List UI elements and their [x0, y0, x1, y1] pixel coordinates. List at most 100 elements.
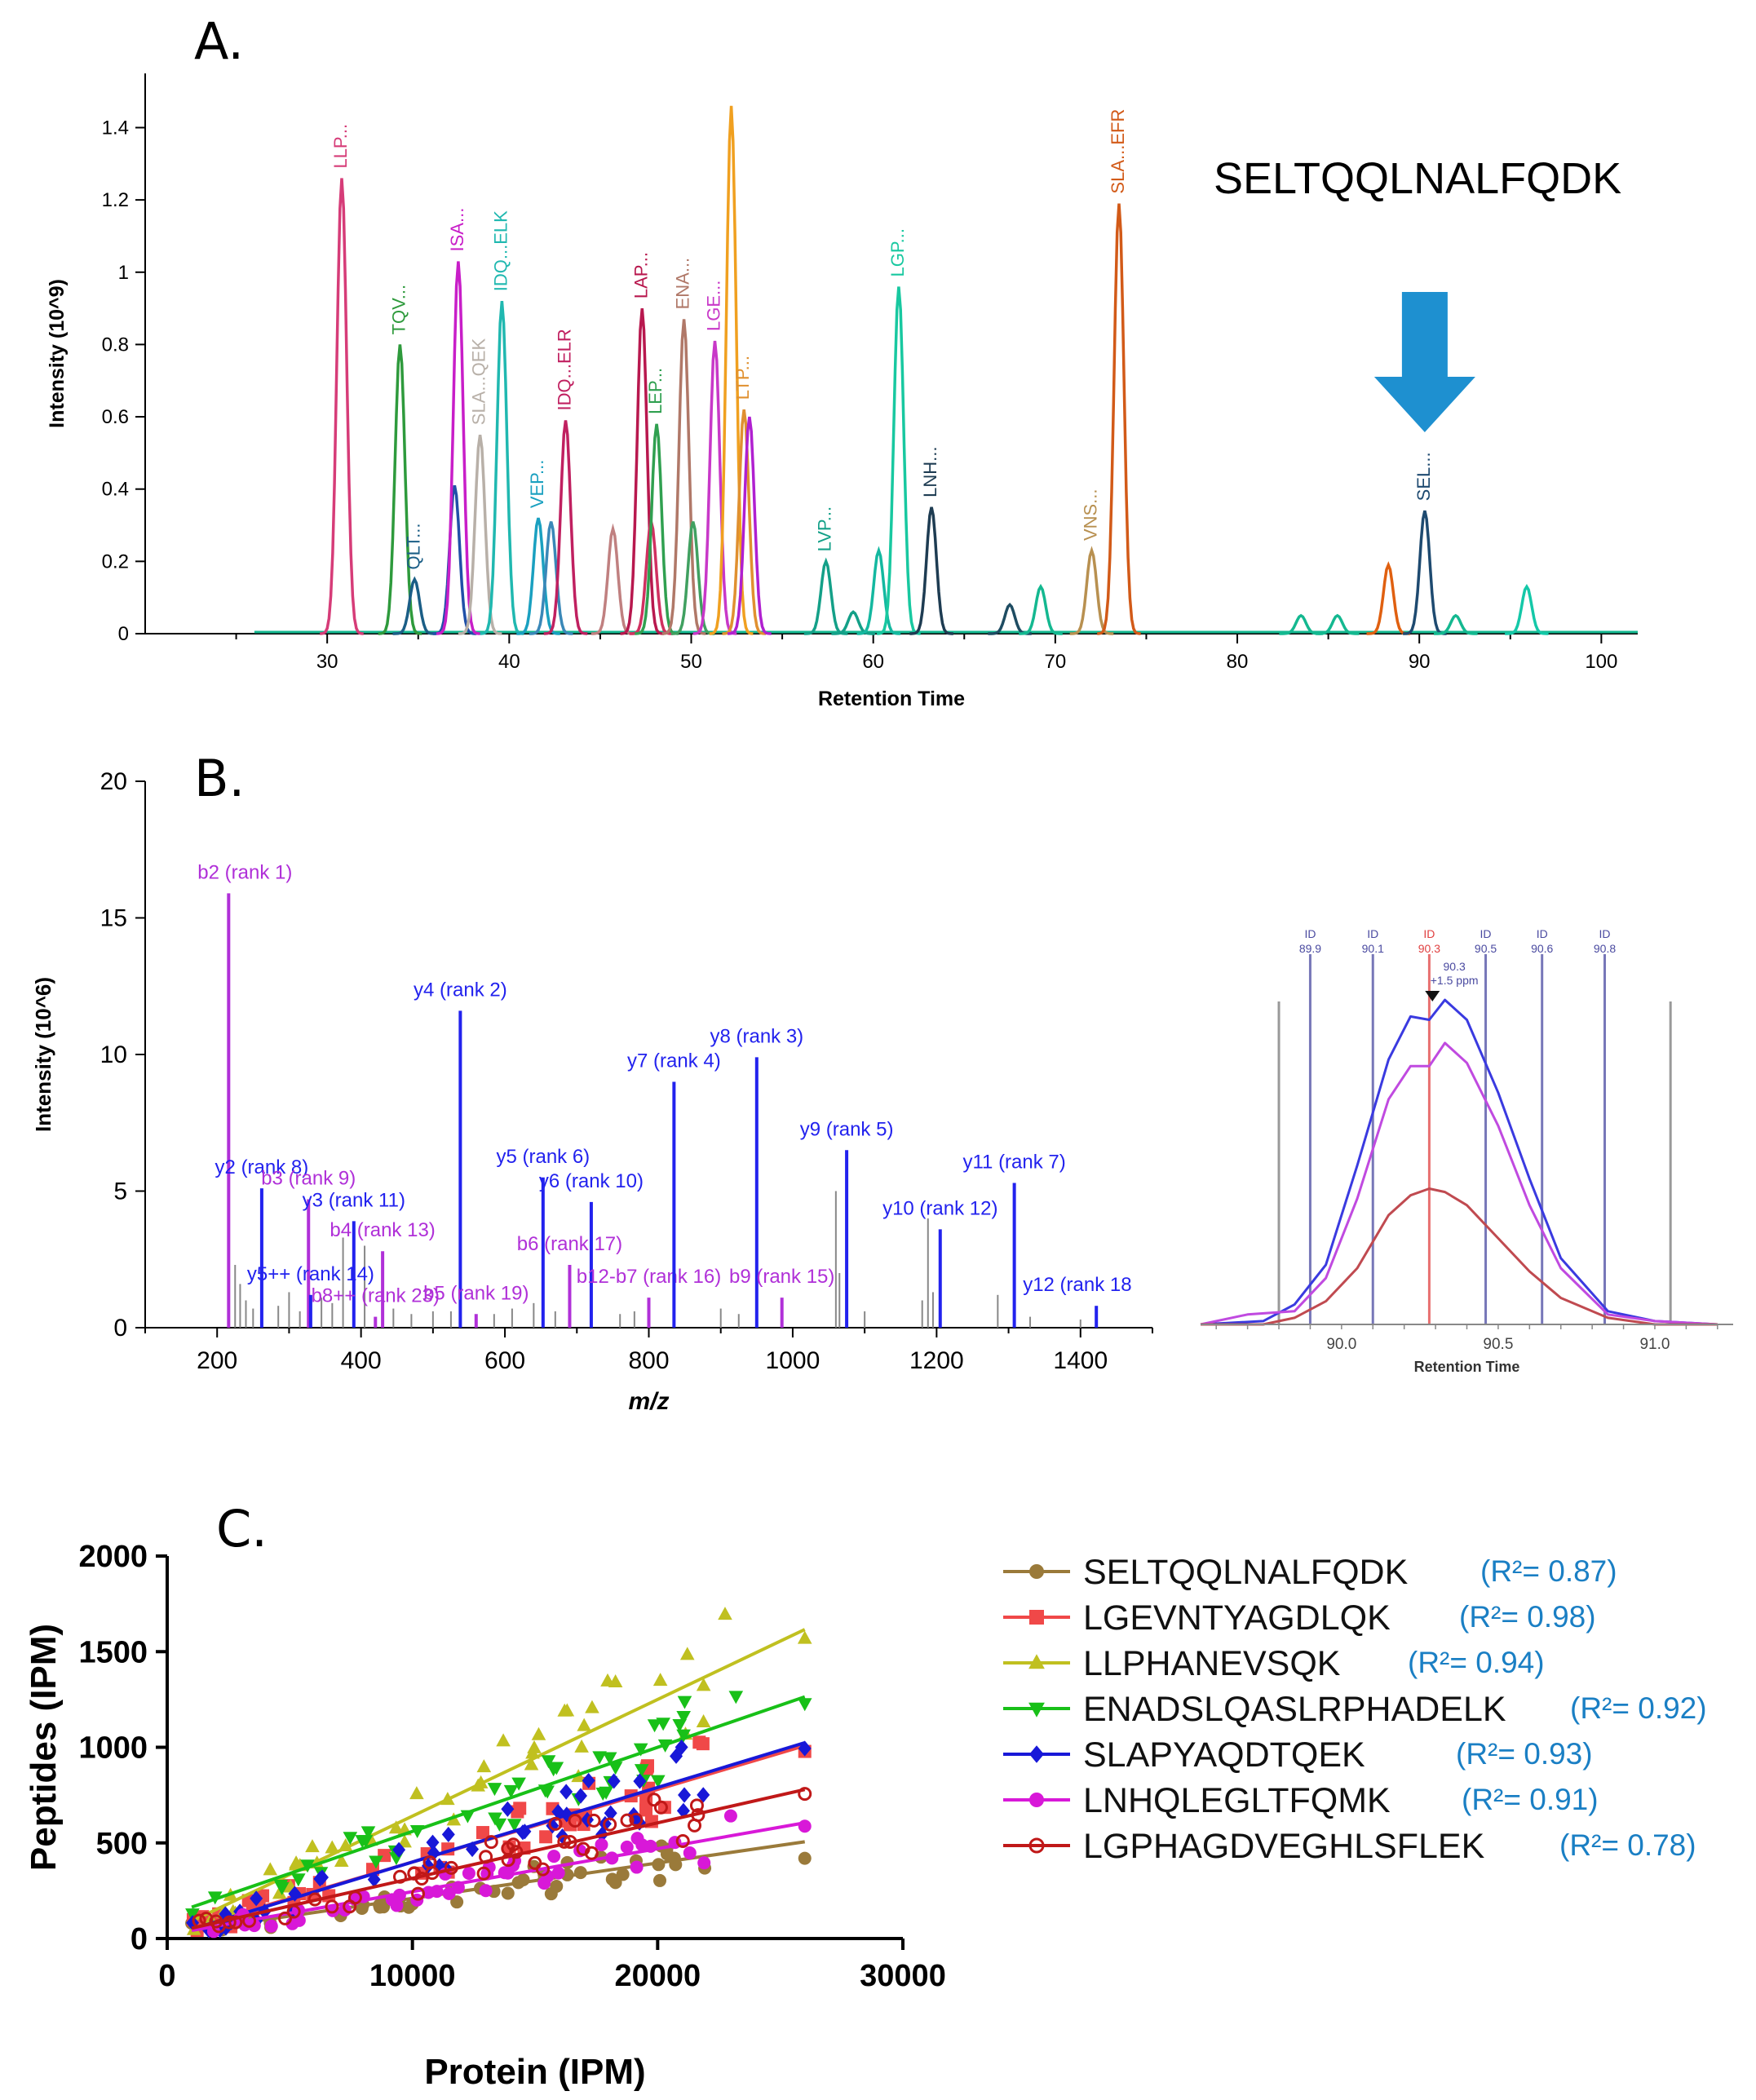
c-data-point [484, 1835, 498, 1850]
c-data-point [630, 1860, 644, 1874]
a-x-axis-title: Retention Time [818, 687, 965, 710]
b-x-tick-label: 600 [484, 1347, 525, 1374]
a-y-tick-label: 1.2 [102, 189, 129, 211]
c-data-point [325, 1840, 340, 1854]
a-peak-label: LNH... [920, 447, 940, 497]
c-fit-line [191, 1695, 806, 1909]
a-peak [516, 517, 560, 635]
c-data-point [560, 1703, 575, 1717]
legend-marker [1028, 1837, 1045, 1854]
c-data-point [647, 1793, 661, 1807]
c-data-point [291, 1873, 306, 1887]
c-data-point [537, 1877, 551, 1890]
legend-r2: (R²= 0.92) [1570, 1691, 1707, 1725]
b-fragment-label: y5++ (rank 14) [247, 1263, 374, 1285]
c-x-tick-label: 0 [158, 1959, 175, 1993]
c-data-point [476, 1759, 492, 1773]
c-data-point [653, 1800, 668, 1815]
c-x-tick-label: 30000 [860, 1959, 946, 1993]
b-fragment-label: b6 (rank 17) [517, 1233, 622, 1255]
c-data-point [678, 1787, 692, 1803]
c-data-point [441, 1826, 455, 1843]
legend-r2: (R²= 0.91) [1462, 1783, 1599, 1816]
c-data-point [546, 1763, 561, 1777]
b-y-tick-label: 0 [113, 1315, 127, 1342]
a-peak [1097, 203, 1141, 635]
c-data-point [633, 1743, 648, 1757]
c-data-point [599, 1786, 613, 1800]
c-data-point [652, 1673, 668, 1687]
c-y-tick-label: 1000 [78, 1731, 148, 1766]
c-data-point [607, 1773, 621, 1789]
a-peak [988, 602, 1032, 635]
c-x-tick-label: 20000 [614, 1959, 701, 1993]
b-x-tick-label: 400 [341, 1347, 382, 1374]
b-x-tick-label: 1000 [766, 1347, 820, 1374]
c-fit-line [191, 1821, 806, 1933]
c-fit-line [191, 1740, 806, 1931]
a-peak [1019, 583, 1063, 635]
c-data-point [723, 1809, 737, 1823]
c-data-point [506, 1837, 520, 1852]
c-data-point [388, 1820, 404, 1834]
a-peak-label: LGP... [887, 228, 908, 277]
c-data-point [697, 1856, 711, 1870]
a-peak-label: LLP... [330, 124, 351, 169]
legend-peptide-name: SELTQQLNALFQDK [1083, 1553, 1409, 1592]
c-data-point [573, 1788, 587, 1804]
c-data-point [411, 1886, 426, 1901]
a-peak-label: TQV... [388, 285, 409, 335]
a-x-tick-label: 40 [498, 651, 520, 673]
c-data-point [501, 1853, 515, 1868]
c-data-point [677, 1695, 692, 1709]
legend-item: SELTQQLNALFQDK (R²= 0.87) [1000, 1548, 1734, 1597]
b-x-axis-title: m/z [628, 1388, 669, 1415]
a-peak [909, 506, 953, 635]
a-peak [458, 434, 502, 635]
xic-x-tick-label: 90.5 [1483, 1336, 1513, 1353]
a-peak [831, 610, 875, 635]
b-x-tick-label: 1400 [1053, 1347, 1108, 1374]
c-data-point [305, 1839, 320, 1853]
c-data-point [446, 1812, 462, 1826]
b-fragment-label: y2 (rank 8) [215, 1156, 309, 1178]
c-data-point [501, 1886, 515, 1900]
c-data-point [602, 1752, 617, 1766]
b-y-tick-label: 5 [113, 1178, 127, 1205]
c-data-point [397, 1834, 412, 1848]
c-data-point [506, 1819, 522, 1833]
a-y-tick-label: 1 [118, 262, 129, 284]
panel-b-xic: ID 89.9 ID 90.1 ID 90.3 ID 90.5 ID 90.6 ID 90.8 90.3… [1200, 927, 1733, 1375]
c-data-point [797, 1698, 812, 1712]
b-fragment-label: y7 (rank 4) [627, 1050, 721, 1072]
panel-b-label: B. [194, 749, 245, 808]
c-data-point [600, 1673, 615, 1687]
c-data-point [683, 1846, 697, 1860]
c-data-point [574, 1739, 589, 1753]
a-peak [529, 521, 573, 635]
c-y-axis-title: Peptides (IPM) [24, 1624, 64, 1871]
a-peak-label: LAP... [630, 252, 651, 298]
c-data-point [798, 1787, 812, 1802]
c-y-tick-label: 1500 [78, 1635, 148, 1669]
a-y-axis-title: Intensity (10^9) [46, 279, 69, 428]
c-data-point [718, 1607, 732, 1620]
c-data-point [462, 1866, 475, 1880]
c-data-point [697, 1787, 710, 1803]
a-peak [378, 344, 422, 635]
b-fragment-label: b5 (rank 19) [423, 1282, 529, 1304]
b-fragment-label: b12-b7 (rank 16) [577, 1266, 721, 1288]
a-peak [392, 576, 437, 635]
b-fragment-label: y8 (rank 3) [710, 1025, 803, 1047]
a-peak [1316, 613, 1360, 635]
a-peak-label: VNS... [1080, 489, 1100, 541]
c-data-point [539, 1830, 553, 1844]
a-peak [1505, 583, 1549, 635]
c-data-point [696, 1678, 711, 1691]
c-data-point [620, 1813, 635, 1828]
a-peak-label: LGE... [704, 281, 724, 331]
c-data-point [528, 1855, 542, 1870]
xic-id-value: 90.3 [1418, 942, 1440, 955]
panel-b-spectrum: 0 5 10 15 20 200 400 600 800 1000 1200 1400 m/z Inten… [31, 768, 1153, 1415]
c-data-point [325, 1899, 339, 1914]
